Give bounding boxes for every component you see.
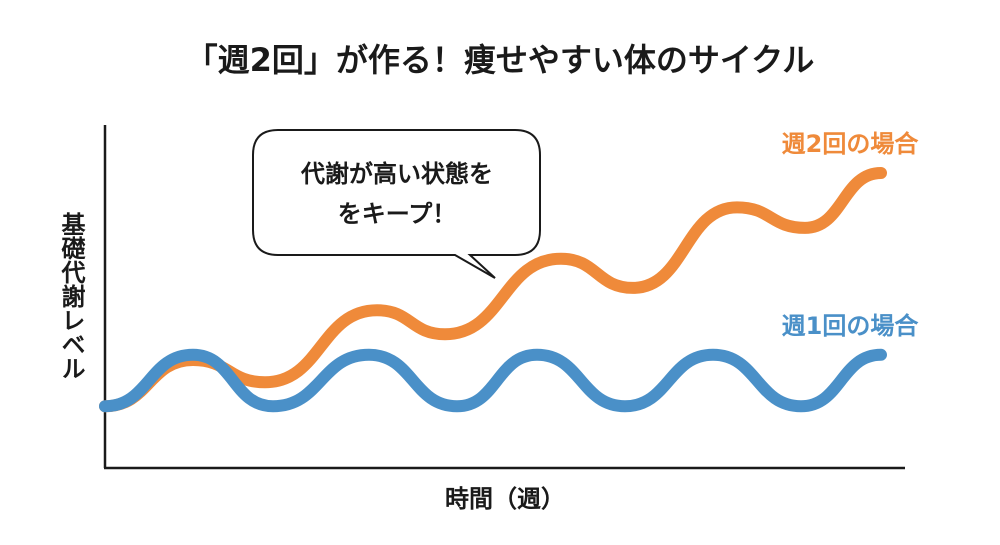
y-axis-label: 基礎代謝レベル [57,212,86,380]
chart-title: 「週2回」が作る！痩せやすい体のサイクル [186,41,815,79]
speech-bubble [252,129,541,279]
series-label: 週1回の場合 [782,312,920,340]
series-label: 週2回の場合 [782,130,920,158]
annotation-line: をキープ！ [338,200,457,228]
line-series [99,348,887,413]
x-axis-label: 時間（週） [445,485,565,513]
annotation-line: 代謝が高い状態を [300,160,493,188]
